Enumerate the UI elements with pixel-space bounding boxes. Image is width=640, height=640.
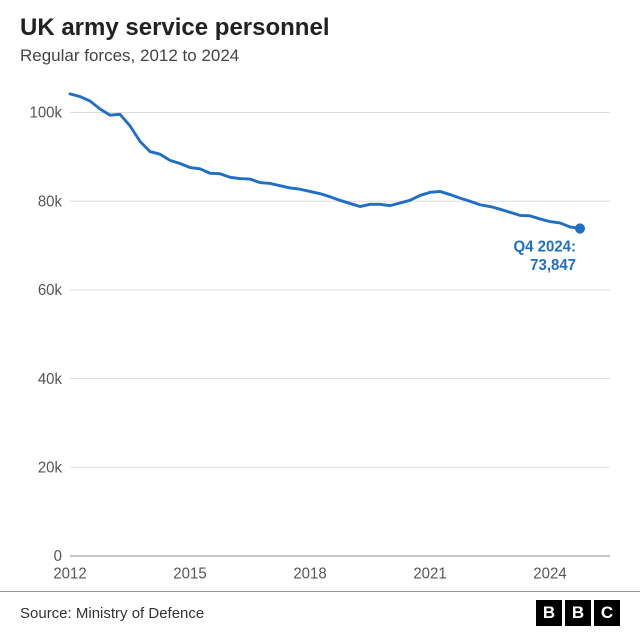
line-chart-svg: 0 20k 40k 60k 80k 100k 2012 2015 2018 2021 2024 Q4 … [16,80,624,587]
bbc-logo-letter: B [565,600,591,626]
svg-text:60k: 60k [38,282,63,299]
svg-text:0: 0 [54,548,62,565]
svg-text:80k: 80k [38,193,63,210]
svg-text:2021: 2021 [413,566,446,583]
bbc-logo: B B C [536,600,620,626]
svg-text:Q4 2024:: Q4 2024: [513,238,576,255]
chart-container: UK army service personnel Regular forces… [0,0,640,640]
svg-text:2018: 2018 [293,566,326,583]
bbc-logo-letter: B [536,600,562,626]
source-text: Source: Ministry of Defence [20,605,204,622]
svg-text:2012: 2012 [53,566,86,583]
svg-text:2015: 2015 [173,566,206,583]
chart-subtitle: Regular forces, 2012 to 2024 [20,46,620,66]
svg-text:73,847: 73,847 [530,257,576,274]
chart-plot-area: 0 20k 40k 60k 80k 100k 2012 2015 2018 2021 2024 Q4 … [0,72,640,591]
chart-title: UK army service personnel [20,14,620,42]
svg-text:40k: 40k [38,371,63,388]
chart-footer: Source: Ministry of Defence B B C [0,591,640,640]
svg-text:20k: 20k [38,459,63,476]
svg-text:100k: 100k [29,104,62,121]
svg-text:2024: 2024 [533,566,567,583]
bbc-logo-letter: C [594,600,620,626]
chart-header: UK army service personnel Regular forces… [0,0,640,72]
